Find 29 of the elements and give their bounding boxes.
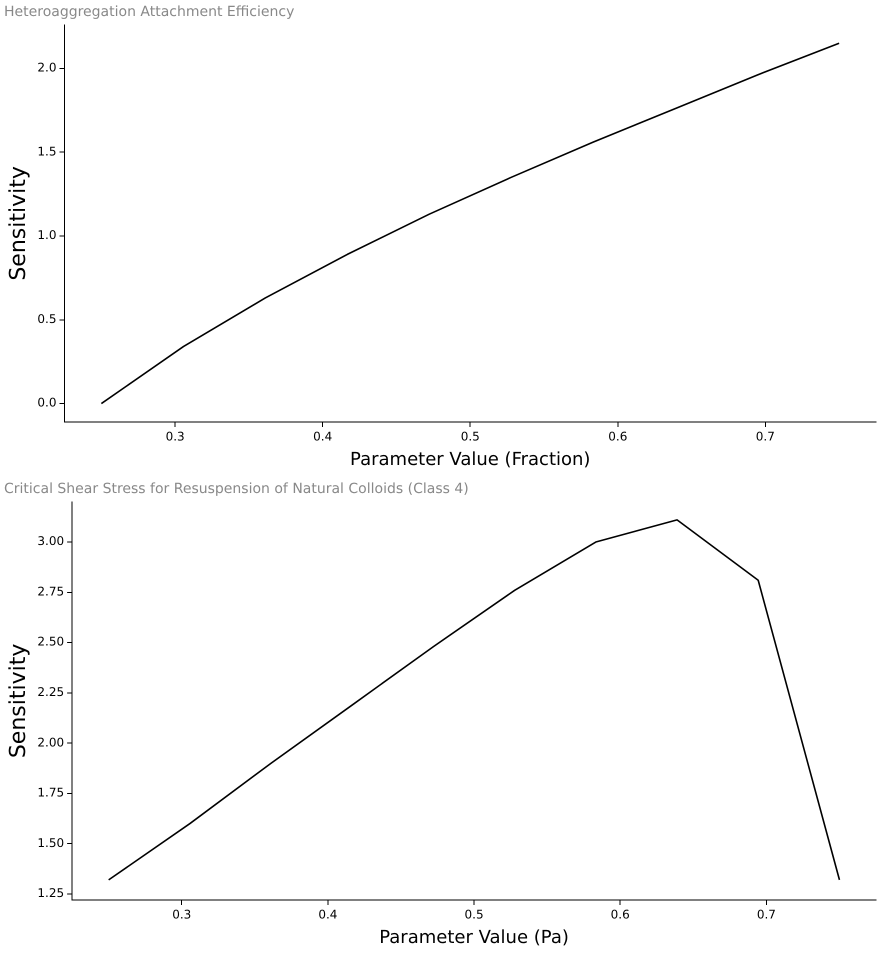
y-tick-label: 1.5 bbox=[37, 144, 56, 158]
x-tick-label: 0.5 bbox=[460, 429, 480, 444]
x-tick-label: 0.6 bbox=[608, 429, 628, 444]
y-axis-title: Sensitivity bbox=[6, 166, 31, 281]
x-tick-label: 0.3 bbox=[172, 907, 192, 922]
x-tick-label: 0.7 bbox=[756, 429, 775, 444]
x-tick-label: 0.4 bbox=[318, 907, 338, 922]
x-axis-title: Parameter Value (Pa) bbox=[379, 926, 569, 948]
y-axis-title: Sensitivity bbox=[6, 644, 31, 758]
x-tick-label: 0.3 bbox=[166, 429, 185, 444]
y-tick-label: 1.75 bbox=[37, 786, 64, 800]
y-tick-label: 2.25 bbox=[37, 684, 64, 699]
y-tick-label: 2.0 bbox=[37, 60, 56, 74]
y-tick-label: 3.00 bbox=[37, 534, 64, 548]
y-tick-label: 1.25 bbox=[37, 886, 64, 900]
x-tick-label: 0.5 bbox=[464, 907, 484, 922]
chart-title: Heteroaggregation Attachment Efficiency bbox=[4, 4, 294, 20]
x-tick-label: 0.4 bbox=[313, 429, 332, 444]
y-tick-label: 2.50 bbox=[37, 634, 64, 649]
x-axis-title: Parameter Value (Fraction) bbox=[350, 448, 590, 470]
y-tick-label: 2.00 bbox=[37, 735, 64, 750]
y-tick-label: 0.0 bbox=[37, 396, 56, 410]
y-tick-label: 1.0 bbox=[37, 228, 56, 242]
y-tick-label: 1.50 bbox=[37, 836, 64, 850]
chart-title: Critical Shear Stress for Resuspension of Natural Colloids (Class 4) bbox=[4, 481, 469, 498]
y-tick-label: 0.5 bbox=[37, 312, 56, 326]
y-tick-label: 2.75 bbox=[37, 584, 64, 598]
x-tick-label: 0.6 bbox=[610, 907, 630, 922]
x-tick-label: 0.7 bbox=[756, 907, 776, 922]
